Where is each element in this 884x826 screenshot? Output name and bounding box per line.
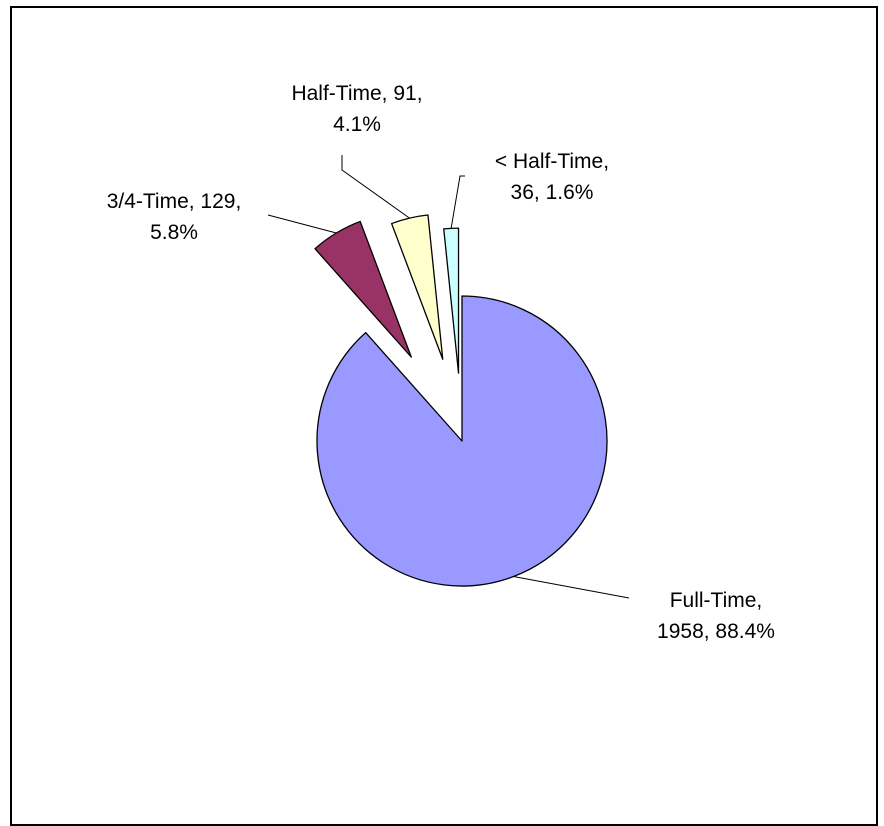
- pie-slice-full-time: [316, 295, 608, 587]
- data-label-half-time: Half-Time, 91, 4.1%: [291, 82, 422, 136]
- leader-lines: [267, 155, 630, 599]
- data-label-three-quarter-time: 3/4-Time, 129, 5.8%: [107, 190, 242, 244]
- pie-slices: [314, 214, 608, 587]
- data-label-half-time-line1: Half-Time, 91,: [291, 82, 422, 105]
- leader-line-full-time: [513, 576, 630, 599]
- pie-slice-half-time: [390, 214, 444, 360]
- chart-frame: [10, 6, 878, 826]
- data-label-less-than-half-time-line2: 36, 1.6%: [511, 181, 594, 204]
- data-label-three-quarter-time-line1: 3/4-Time, 129,: [107, 190, 242, 213]
- data-label-full-time-line2: 1958, 88.4%: [657, 620, 775, 643]
- leader-line-3-4-time: [267, 214, 337, 234]
- data-label-less-than-half-time-line1: < Half-Time,: [495, 150, 609, 173]
- leader-line-half-time: [450, 175, 465, 229]
- data-label-full-time-line1: Full-Time,: [670, 589, 763, 612]
- data-label-three-quarter-time-line2: 5.8%: [150, 221, 198, 244]
- leader-line-half-time: [341, 155, 410, 219]
- pie-slice-half-time: [443, 227, 460, 374]
- data-label-half-time-line2: 4.1%: [333, 113, 381, 136]
- data-label-full-time: Full-Time, 1958, 88.4%: [657, 589, 775, 643]
- data-label-less-than-half-time: < Half-Time, 36, 1.6%: [495, 150, 609, 204]
